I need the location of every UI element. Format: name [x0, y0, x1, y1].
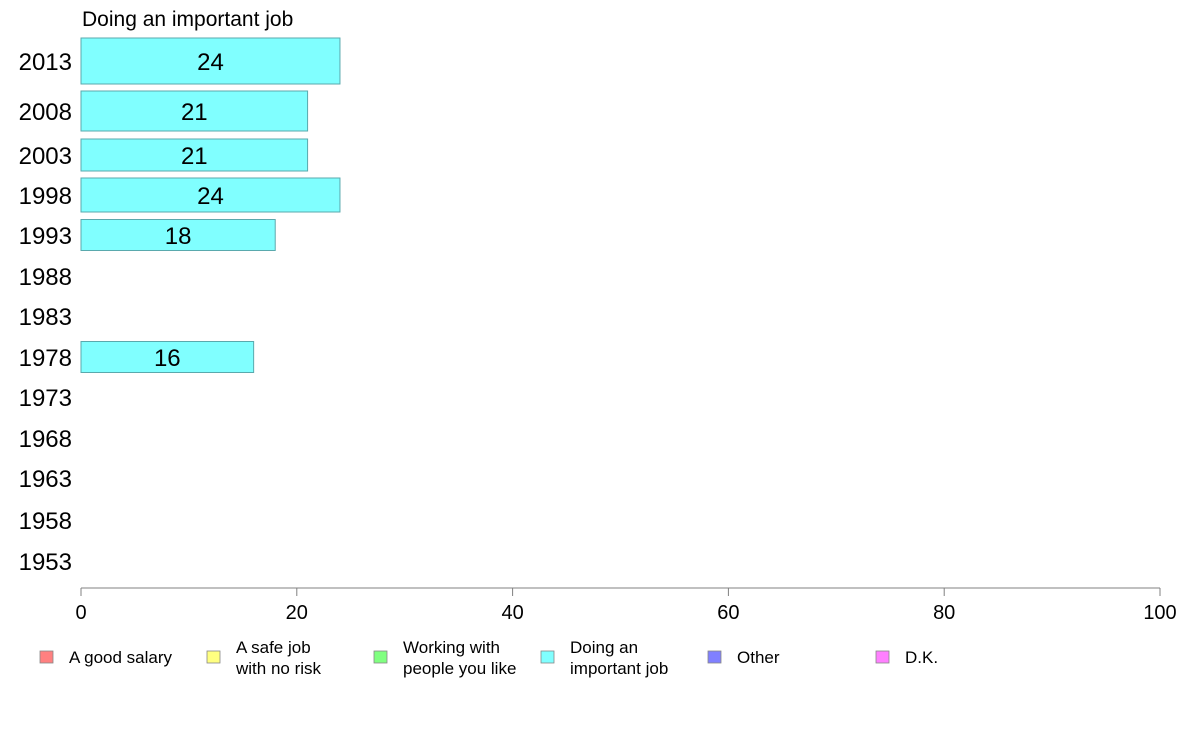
- year-label-1993: 1993: [19, 223, 72, 250]
- legend-swatch-5: [875, 650, 890, 664]
- bar-value-label-1998: 24: [197, 183, 224, 210]
- x-tick-label-100: 100: [1143, 602, 1176, 624]
- legend-swatch-1: [206, 650, 221, 664]
- year-label-1998: 1998: [19, 183, 72, 210]
- year-label-2008: 2008: [19, 99, 72, 126]
- year-label-1953: 1953: [19, 549, 72, 576]
- year-label-1963: 1963: [19, 466, 72, 493]
- legend-swatch-4: [707, 650, 722, 664]
- bar-value-label-2008: 21: [181, 99, 208, 126]
- year-label-1968: 1968: [19, 426, 72, 453]
- x-tick-label-80: 80: [933, 602, 955, 624]
- legend-swatch-0: [39, 650, 54, 664]
- bar-1998: [80, 177, 341, 213]
- legend: A good salary A safe job with no risk Worki…: [39, 638, 938, 678]
- bar-rows: 2013 24 2008 21 2003 21 1998 24 1993 18 1988 1983 19…: [19, 37, 341, 576]
- bar-value-label-1978: 16: [154, 345, 181, 372]
- year-label-1978: 1978: [19, 345, 72, 372]
- legend-label-1-line-0: A safe job: [236, 638, 311, 657]
- legend-label-1-line-1: with no risk: [235, 659, 322, 678]
- legend-swatch-2: [373, 650, 388, 664]
- bar-value-label-1993: 18: [165, 223, 192, 250]
- legend-label-2-line-1: people you like: [403, 659, 516, 678]
- year-label-1973: 1973: [19, 385, 72, 412]
- bar-2003: [80, 138, 309, 172]
- bar-2013: [80, 37, 341, 85]
- x-tick-label-60: 60: [717, 602, 739, 624]
- year-label-2013: 2013: [19, 49, 72, 76]
- x-tick-label-40: 40: [501, 602, 523, 624]
- legend-label-2-line-0: Working with: [403, 638, 500, 657]
- x-tick-label-20: 20: [286, 602, 308, 624]
- x-axis: 0 20 40 60 80 100: [75, 587, 1177, 624]
- legend-label-3-line-1: important job: [570, 659, 668, 678]
- x-tick-label-0: 0: [75, 602, 86, 624]
- legend-label-3-line-0: Doing an: [570, 638, 638, 657]
- year-label-1958: 1958: [19, 508, 72, 535]
- legend-swatch-3: [540, 650, 555, 664]
- year-label-1983: 1983: [19, 304, 72, 331]
- chart-title: Doing an important job: [82, 8, 293, 31]
- year-label-2003: 2003: [19, 143, 72, 170]
- bar-1993: [80, 219, 276, 251]
- year-label-1988: 1988: [19, 264, 72, 291]
- bar-1978: [80, 341, 255, 373]
- legend-label-0-line-0: A good salary: [69, 648, 173, 667]
- bar-value-label-2013: 24: [197, 49, 224, 76]
- bar-2008: [80, 90, 309, 132]
- legend-label-5-line-0: D.K.: [905, 648, 938, 667]
- bar-value-label-2003: 21: [181, 143, 208, 170]
- legend-label-4-line-0: Other: [737, 648, 780, 667]
